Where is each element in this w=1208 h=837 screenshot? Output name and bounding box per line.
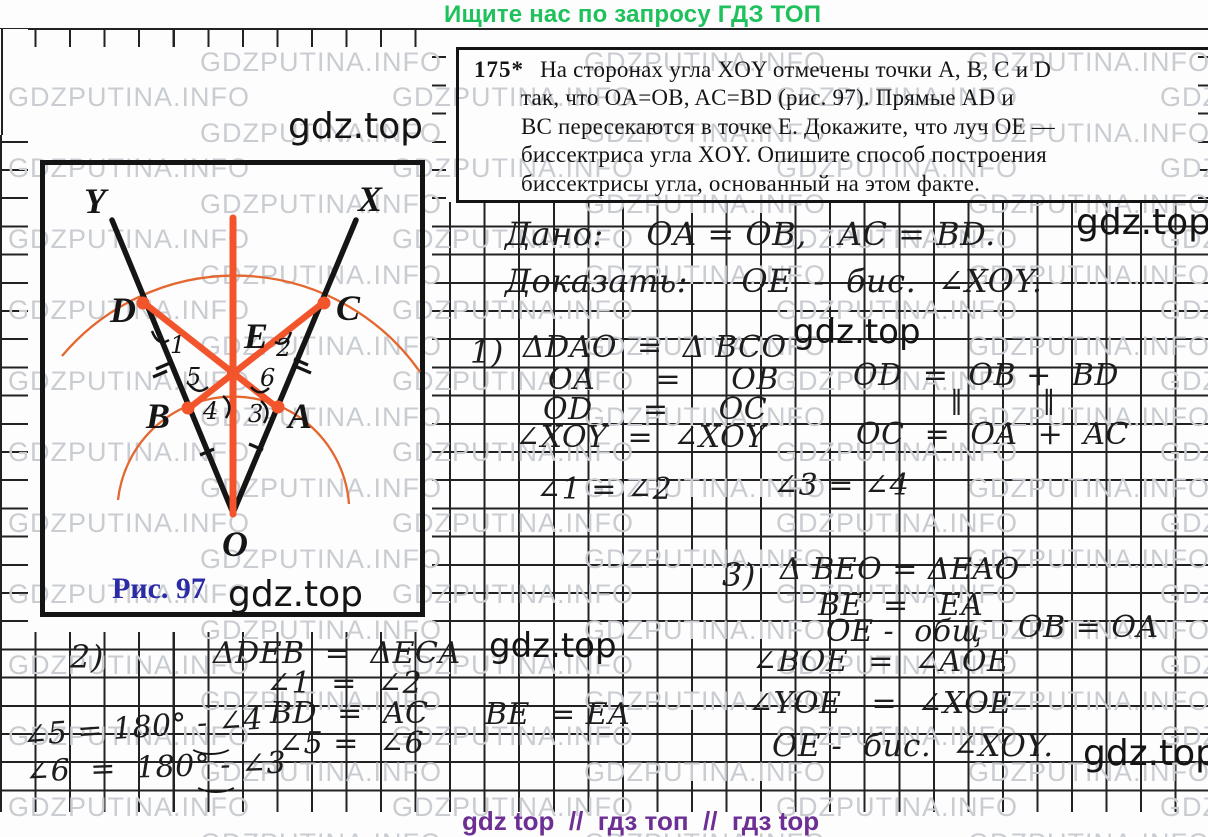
- problem-line: BC пересекаются в точке E. Докажите, что…: [521, 113, 1055, 139]
- hw-part3-side: OB = OA: [1018, 610, 1159, 645]
- brand-label: gdz.top: [228, 574, 364, 615]
- hw-part1-side: OC = OA + AC: [856, 417, 1129, 452]
- problem-line: так, что OA=OB, AC=BD (рис. 97). Прямые …: [521, 85, 1014, 111]
- hw-part2-label: 2): [70, 638, 104, 676]
- hw-part1-label: 1): [470, 333, 504, 371]
- label-X: X: [357, 179, 383, 219]
- problem-line: биссектриса угла XOY. Опишите способ пос…: [521, 142, 1047, 168]
- hw-part3-line: BE = EA: [818, 588, 984, 623]
- figure-97-drawing: Y X D C E B A O 1 2 5 6 4 3: [40, 160, 425, 617]
- hw-part1-line: ∠XOY = ∠XOY: [515, 420, 766, 455]
- angle-number-1: 1: [170, 331, 185, 359]
- tick-mark: [152, 369, 168, 379]
- hw-part3-conclusion: OE - бис. ∠XOY.: [772, 728, 1054, 764]
- hw-part3-label: 3): [722, 556, 756, 594]
- brand-label: gdz.top: [288, 106, 424, 147]
- underline-curve: [188, 733, 234, 755]
- angle-number-2: 2: [275, 334, 291, 362]
- hw-part1-line: OA = OB: [548, 362, 779, 397]
- angle-arc: [188, 383, 209, 393]
- figure-caption: Рис. 97: [112, 572, 206, 605]
- angle-arc: [150, 330, 170, 344]
- brand-label: gdz.top: [793, 312, 921, 352]
- brand-label: gdz.top: [1076, 202, 1208, 243]
- problem-line: 175* На сторонах угла XOY отмечены точки …: [474, 57, 1052, 82]
- hw-part3-line: Δ BEO = ΔEAO: [780, 552, 1020, 587]
- angle-arc: [260, 400, 269, 424]
- problem-scan-margin: [446, 30, 1198, 202]
- hw-part2-line: ΔDEB = ΔECA: [213, 636, 461, 671]
- watermark-text: GDZPUTINA.INFO: [200, 828, 442, 837]
- point-B: [181, 401, 195, 415]
- hw-part1-angles: ∠1 = ∠2: [536, 472, 673, 507]
- label-D: D: [109, 290, 136, 330]
- point-A: [271, 400, 285, 414]
- problem-number: 175*: [474, 57, 524, 82]
- angle-number-6: 6: [260, 364, 275, 392]
- label-B: B: [145, 396, 170, 436]
- top-left-blank: [0, 29, 28, 135]
- point-D: [136, 296, 150, 310]
- angle-number-4: 4: [202, 397, 218, 425]
- hw-part3-line: OE - общ: [826, 614, 983, 649]
- hw-prove: Доказать: OE - бис. ∠XOY.: [505, 262, 1043, 300]
- label-A: A: [286, 396, 312, 436]
- hw-part2-line: BD = AC: [270, 696, 429, 731]
- point-E: [226, 368, 240, 382]
- hw-given: Дано: OA = OB, AC = BD.: [505, 215, 996, 253]
- site-header-text: Ищите нас по запросу ГДЗ ТОП: [444, 1, 822, 28]
- hw-part1-line: ΔDAO = Δ BCO: [523, 330, 787, 365]
- point-C: [317, 296, 331, 310]
- hw-part2-line: ∠5 = ∠6: [278, 726, 425, 761]
- ray-OY: [109, 217, 236, 516]
- label-C: C: [336, 288, 361, 328]
- tick-mark: [293, 357, 309, 367]
- hw-part3-line: ∠BOE = ∠AOE: [752, 644, 1010, 679]
- brand-label: gdz.top: [1083, 733, 1208, 774]
- hw-part1-angles: ∠3 = ∠4: [773, 468, 910, 503]
- brand-label: gdz.top: [489, 626, 617, 666]
- underline-curve: [193, 771, 239, 793]
- label-O: O: [222, 524, 248, 564]
- site-footer-text: gdz top // гдз топ // гдз top: [462, 806, 820, 836]
- label-Y: Y: [84, 181, 109, 221]
- angle-arc: [274, 331, 293, 345]
- angle-arc: [222, 395, 231, 419]
- tick-mark: [248, 442, 264, 452]
- segment-CB: [184, 298, 328, 413]
- tick-mark: [296, 365, 312, 375]
- ray-OX: [230, 217, 359, 516]
- hw-part2-line: ∠1 = ∠2: [266, 666, 423, 701]
- hw-part1-line: OD = OC: [543, 392, 768, 427]
- compass-arc-large: [61, 274, 421, 373]
- tick-mark: [155, 361, 171, 371]
- angle-arc: [250, 386, 270, 394]
- problem-statement-box: 175* На сторонах угла XOY отмечены точки …: [456, 47, 1208, 203]
- hw-part3-line: ∠YOE = ∠XOE: [748, 686, 1012, 721]
- angle-number-3: 3: [248, 400, 263, 428]
- grid-line-fix: [1, 29, 3, 135]
- hw-part1-side: OD = OB + BD: [853, 358, 1119, 393]
- tick-mark: [199, 447, 215, 457]
- hw-equal-marks: ‖ ‖: [950, 386, 1056, 416]
- label-E: E: [243, 316, 268, 356]
- watermark-text: GDZPUTINA.INFO: [968, 828, 1208, 837]
- angle-number-5: 5: [186, 363, 201, 391]
- figure-border: [40, 160, 425, 617]
- hw-mid-equality: BE = EA: [485, 697, 631, 732]
- problem-line: биссектрисы угла, основанный на этом фак…: [521, 170, 981, 196]
